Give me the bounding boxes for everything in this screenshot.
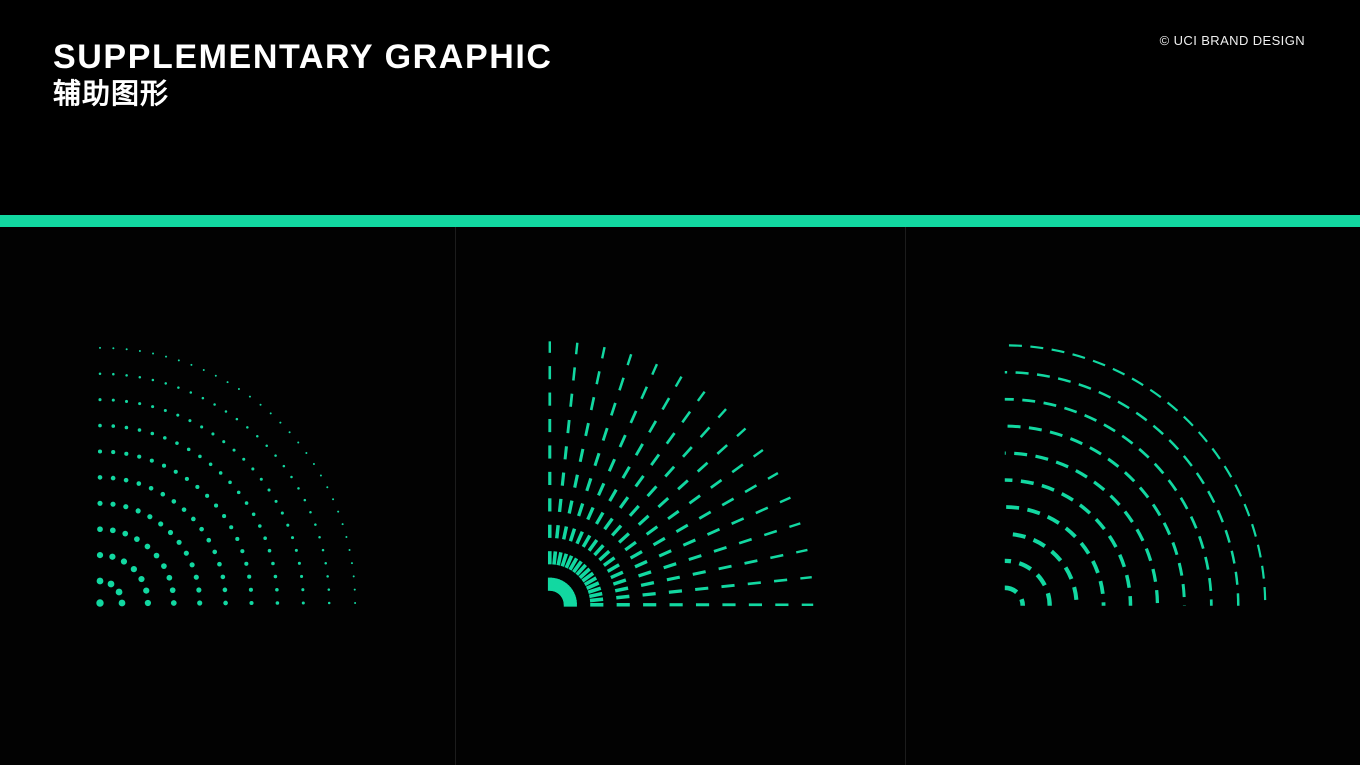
page-subtitle: 辅助图形 — [53, 78, 170, 109]
dot-fan-graphic — [96, 346, 357, 607]
panel-dot-fan — [0, 227, 455, 765]
slide-header: SUPPLEMENTARY GRAPHIC 辅助图形 © UCI BRAND D… — [0, 0, 1360, 215]
accent-divider-bar — [0, 215, 1360, 227]
dashed-arc-graphic — [1004, 344, 1267, 606]
panel-radial-dash — [455, 227, 905, 765]
graphic-panels — [0, 227, 1360, 765]
radial-dash-graphic — [547, 341, 814, 607]
copyright-text: © UCI BRAND DESIGN — [1159, 33, 1305, 48]
panel-dashed-arc — [905, 227, 1360, 765]
page-title: SUPPLEMENTARY GRAPHIC — [53, 38, 553, 76]
